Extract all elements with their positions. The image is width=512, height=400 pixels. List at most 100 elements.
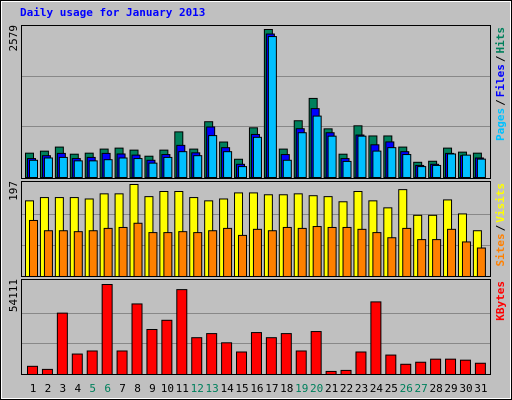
bar bbox=[29, 219, 38, 278]
bar bbox=[357, 228, 367, 277]
bar bbox=[476, 158, 486, 178]
x-tick-label: 10 bbox=[161, 382, 174, 395]
bar bbox=[178, 151, 188, 179]
legend-entry: Pages bbox=[494, 108, 507, 141]
bar bbox=[191, 337, 203, 375]
bar bbox=[193, 232, 203, 277]
bar bbox=[146, 329, 158, 375]
bar bbox=[280, 333, 292, 375]
bar bbox=[402, 154, 412, 178]
bar bbox=[252, 136, 262, 178]
bar bbox=[447, 228, 457, 277]
x-tick-label: 22 bbox=[340, 382, 353, 395]
x-tick-label: 14 bbox=[220, 382, 234, 395]
bar bbox=[400, 363, 412, 375]
bar bbox=[357, 135, 367, 178]
bar bbox=[415, 361, 427, 376]
x-tick-label: 1 bbox=[30, 382, 37, 395]
bar bbox=[265, 337, 277, 375]
x-tick-label: 7 bbox=[119, 382, 126, 395]
bar bbox=[417, 166, 427, 178]
bar bbox=[223, 151, 233, 179]
legend-separator: / bbox=[494, 55, 507, 62]
bar bbox=[223, 227, 233, 278]
bar bbox=[387, 147, 397, 179]
bar bbox=[432, 164, 442, 179]
legend: Sites /Visits bbox=[494, 183, 507, 267]
x-tick-label: 19 bbox=[295, 382, 308, 395]
x-tick-label: 31 bbox=[474, 382, 487, 395]
bar bbox=[370, 301, 382, 375]
bar bbox=[56, 312, 68, 376]
bar bbox=[474, 362, 486, 375]
x-tick-label: 26 bbox=[400, 382, 413, 395]
bar bbox=[131, 303, 143, 376]
x-tick-label: 18 bbox=[280, 382, 293, 395]
x-tick-label: 23 bbox=[355, 382, 368, 395]
bar bbox=[88, 230, 98, 278]
bar bbox=[252, 228, 262, 277]
x-tick-label: 13 bbox=[206, 382, 219, 395]
bar bbox=[342, 226, 352, 277]
bar bbox=[430, 358, 442, 376]
x-tick-label: 16 bbox=[250, 382, 263, 395]
bar bbox=[133, 158, 143, 178]
bar bbox=[267, 36, 277, 178]
bar bbox=[355, 351, 367, 375]
y-tick-label: 197 bbox=[7, 181, 20, 201]
bar bbox=[161, 319, 173, 375]
y-tick-label: 2579 bbox=[7, 25, 20, 52]
legend-entry: KBytes bbox=[494, 281, 507, 321]
bar bbox=[43, 230, 53, 278]
x-tick-label: 29 bbox=[444, 382, 457, 395]
x-tick-label: 30 bbox=[459, 382, 472, 395]
bar bbox=[297, 227, 307, 278]
bar bbox=[267, 230, 277, 278]
x-tick-label: 21 bbox=[325, 382, 338, 395]
bar bbox=[208, 135, 218, 178]
bar bbox=[445, 358, 457, 376]
bar bbox=[221, 342, 233, 375]
bar bbox=[118, 157, 128, 178]
bar bbox=[103, 227, 113, 278]
bar bbox=[327, 135, 337, 178]
bar bbox=[236, 351, 248, 375]
bar bbox=[73, 160, 83, 179]
bar bbox=[447, 153, 457, 178]
bar bbox=[208, 230, 218, 278]
bar bbox=[417, 239, 427, 277]
bar bbox=[238, 166, 248, 178]
bar bbox=[385, 354, 397, 375]
bar bbox=[387, 237, 397, 277]
bar bbox=[372, 150, 382, 179]
bar bbox=[101, 284, 113, 375]
legend-entry: Visits bbox=[494, 183, 507, 223]
bar bbox=[432, 239, 442, 277]
x-tick-label: 27 bbox=[415, 382, 428, 395]
bar bbox=[43, 157, 53, 178]
legend-entry: Hits bbox=[494, 27, 507, 54]
x-tick-label: 8 bbox=[134, 382, 141, 395]
bar bbox=[238, 234, 248, 277]
bar bbox=[73, 231, 83, 277]
x-tick-label: 12 bbox=[191, 382, 204, 395]
legend-separator: / bbox=[494, 224, 507, 231]
legend-entry: Sites bbox=[494, 233, 507, 266]
bar bbox=[148, 162, 158, 178]
x-tick-label: 20 bbox=[310, 382, 323, 395]
bar bbox=[459, 359, 471, 375]
x-tick-label: 24 bbox=[370, 382, 384, 395]
bar bbox=[402, 227, 412, 278]
x-tick-label: 25 bbox=[385, 382, 398, 395]
legend: KBytes bbox=[494, 281, 507, 321]
bar bbox=[312, 115, 322, 178]
bar bbox=[176, 289, 188, 375]
bar bbox=[297, 132, 307, 178]
bar bbox=[148, 232, 158, 277]
bar bbox=[41, 368, 53, 375]
bar bbox=[116, 350, 128, 375]
bar bbox=[29, 159, 38, 179]
bar bbox=[133, 222, 143, 278]
bar bbox=[372, 232, 382, 277]
